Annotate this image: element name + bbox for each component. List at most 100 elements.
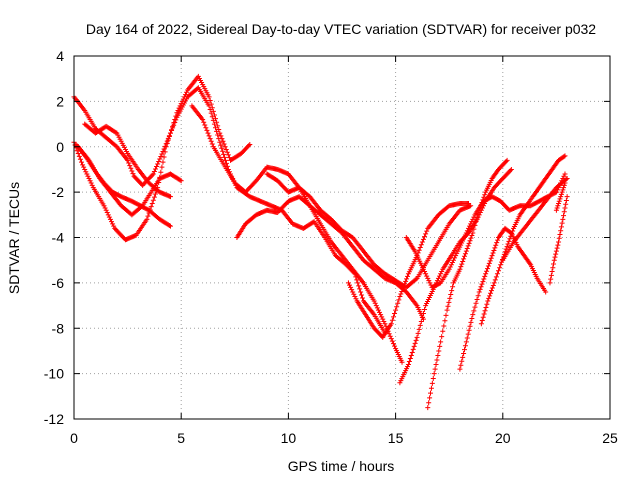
data-point	[209, 141, 215, 147]
data-point	[561, 154, 567, 160]
data-point	[436, 348, 442, 354]
data-point	[460, 354, 466, 360]
data-point	[562, 205, 568, 211]
data-point	[552, 254, 558, 260]
data-point	[408, 352, 414, 358]
data-point	[493, 242, 499, 248]
data-point	[564, 194, 570, 200]
data-point	[225, 152, 231, 158]
data-point	[218, 133, 224, 139]
data-point	[440, 328, 446, 334]
data-point	[558, 194, 564, 200]
data-point	[88, 180, 94, 186]
data-point	[462, 347, 468, 353]
data-point	[76, 153, 82, 159]
data-point	[89, 182, 95, 188]
data-point	[482, 192, 488, 198]
data-point	[482, 308, 488, 314]
data-point	[564, 176, 570, 182]
data-point	[409, 349, 415, 355]
data-point	[554, 245, 560, 251]
y-tick-label: -10	[44, 366, 64, 382]
data-point	[345, 280, 351, 286]
data-point	[375, 307, 381, 313]
data-point	[468, 235, 474, 241]
data-point	[488, 288, 494, 294]
y-tick-label: 2	[56, 93, 64, 109]
data-point	[469, 233, 475, 239]
data-point	[481, 311, 487, 317]
data-point	[151, 168, 157, 174]
series-6	[189, 103, 405, 365]
data-point	[202, 122, 208, 128]
data-point	[562, 153, 568, 159]
data-point	[479, 199, 485, 205]
data-point	[159, 164, 165, 170]
data-point	[411, 343, 417, 349]
data-point	[561, 182, 567, 188]
data-point	[390, 341, 396, 347]
data-point	[487, 293, 493, 299]
data-point	[543, 289, 549, 295]
data-point	[180, 96, 186, 102]
data-point	[555, 242, 561, 248]
data-point	[355, 280, 361, 286]
data-point	[557, 196, 563, 202]
data-point	[356, 283, 362, 289]
data-point	[559, 189, 565, 195]
x-tick-label: 10	[281, 430, 297, 446]
data-point	[462, 251, 468, 257]
data-point	[150, 197, 156, 203]
data-point	[163, 144, 169, 150]
data-point	[483, 271, 489, 277]
data-point	[164, 140, 170, 146]
data-point	[466, 327, 472, 333]
data-point	[160, 159, 166, 165]
data-point	[413, 337, 419, 343]
y-tick-label: -8	[52, 320, 65, 336]
data-point	[481, 276, 487, 282]
data-point	[433, 280, 439, 286]
data-point	[420, 236, 426, 242]
data-point	[405, 273, 411, 279]
data-point	[416, 326, 422, 332]
series-12	[425, 157, 510, 411]
data-point	[148, 204, 154, 210]
data-point	[84, 171, 90, 177]
data-point	[560, 187, 566, 193]
series-2	[71, 73, 253, 243]
data-point	[247, 141, 253, 147]
data-point	[210, 108, 216, 114]
data-point	[558, 224, 564, 230]
data-point	[418, 318, 424, 324]
data-point	[462, 343, 468, 349]
data-point	[470, 216, 476, 222]
data-point	[425, 275, 431, 281]
data-point	[485, 263, 491, 269]
data-point	[371, 298, 377, 304]
data-point	[463, 248, 469, 254]
data-point	[463, 339, 469, 345]
data-point	[507, 236, 513, 242]
data-point	[155, 161, 161, 167]
series-11	[397, 166, 514, 386]
data-point	[457, 366, 463, 372]
data-point	[172, 117, 178, 123]
data-point	[394, 304, 400, 310]
data-point	[563, 201, 569, 207]
data-point	[75, 151, 81, 157]
data-point	[152, 166, 158, 172]
data-point	[207, 97, 213, 103]
data-point	[476, 289, 482, 295]
data-point	[395, 300, 401, 306]
data-point	[217, 130, 223, 136]
data-point	[149, 200, 155, 206]
data-point	[374, 305, 380, 311]
data-point	[80, 162, 86, 168]
data-point	[403, 278, 409, 284]
data-point	[208, 138, 214, 144]
series-7	[234, 194, 426, 322]
data-point	[471, 214, 477, 220]
data-point	[460, 258, 466, 264]
data-point	[446, 266, 452, 272]
